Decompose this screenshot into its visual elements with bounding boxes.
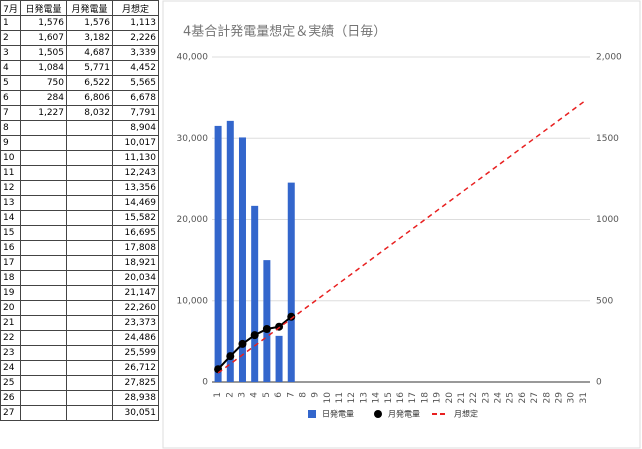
chart-title: 4基合計発電量想定＆実績（日毎）	[183, 24, 386, 40]
x-tick-label: 12	[347, 392, 357, 403]
table-row: 2 1,607 3,182 2,226	[0, 30, 159, 46]
x-tick-label: 31	[579, 392, 589, 403]
legend-label: 月発電量	[388, 410, 420, 419]
x-tick-label: 19	[433, 392, 443, 404]
table-cell: 22,260	[112, 300, 159, 316]
y2-tick-label: 500	[596, 296, 613, 306]
table-row: 23 25,599	[0, 345, 159, 361]
y-tick-label: 10,000	[177, 296, 209, 306]
bar	[226, 120, 234, 383]
table-row: 17 18,921	[0, 255, 159, 271]
bar	[275, 335, 283, 382]
table-row: 21 23,373	[0, 315, 159, 331]
x-tick-label: 30	[567, 392, 577, 404]
x-tick-label: 6	[274, 392, 284, 398]
table-row: 7月 日発電量 月発電量 月想定	[0, 0, 159, 16]
table-row: 7 1,227 8,032 7,791	[0, 105, 159, 121]
bar	[287, 182, 295, 382]
y2-tick-label: 1000	[596, 215, 619, 225]
bar	[263, 260, 271, 382]
legend-swatch	[374, 410, 382, 418]
x-tick-label: 21	[457, 392, 467, 403]
x-tick-label: 22	[469, 392, 479, 403]
x-tick-label: 26	[518, 392, 528, 404]
point	[238, 339, 247, 348]
x-tick-label: 7	[286, 392, 296, 398]
table-row: 11 12,243	[0, 165, 159, 181]
x-tick-label: 17	[408, 392, 418, 403]
legend-label: 日発電量	[322, 410, 354, 419]
x-tick-label: 15	[384, 392, 394, 403]
x-tick-label: 24	[494, 392, 504, 404]
x-tick-label: 11	[335, 392, 345, 403]
table-row: 5 750 6,522 5,565	[0, 75, 159, 91]
dashed-line	[217, 101, 585, 374]
x-tick-label: 23	[481, 392, 491, 403]
x-tick-label: 8	[298, 392, 308, 398]
table-cell: 30,051	[112, 405, 159, 421]
x-tick-label: 25	[506, 392, 516, 403]
y-tick-label: 0	[202, 378, 208, 388]
x-tick-label: 1	[213, 392, 223, 398]
legend-swatch	[308, 410, 316, 418]
table-cell: 27,825	[112, 375, 159, 391]
table-row: 24 26,712	[0, 360, 159, 376]
bar	[251, 205, 259, 382]
x-tick-label: 5	[262, 392, 272, 398]
bar	[238, 137, 246, 382]
table-row: 16 17,808	[0, 240, 159, 256]
legend-label: 月想定	[454, 409, 478, 419]
point	[214, 365, 223, 374]
data-table: 7月 日発電量 月発電量 月想定 1 1,576 1,576 1,113 2 1,607 3,182…	[0, 0, 159, 421]
y2-tick-label: 2,000	[596, 53, 622, 63]
x-tick-label: 9	[311, 392, 321, 398]
table-cell: 5,565	[112, 75, 159, 91]
y2-tick-label: 1500	[596, 134, 619, 144]
x-tick-label: 4	[250, 392, 260, 398]
point	[250, 331, 259, 340]
table-row: 27 30,051	[0, 405, 159, 421]
point	[262, 325, 271, 334]
x-tick-label: 16	[396, 392, 406, 404]
table-row: 20 22,260	[0, 300, 159, 316]
table-row: 25 27,825	[0, 375, 159, 391]
table-row: 4 1,084 5,771 4,452	[0, 60, 159, 76]
y-tick-label: 40,000	[177, 53, 209, 63]
x-tick-label: 2	[225, 392, 235, 398]
y-tick-label: 30,000	[177, 134, 209, 144]
table-row: 22 24,486	[0, 330, 159, 346]
y2-tick-label: 0	[596, 378, 602, 388]
point	[226, 352, 235, 361]
x-tick-label: 13	[359, 392, 369, 403]
x-tick-label: 10	[323, 392, 333, 404]
table-row: 8 8,904	[0, 120, 159, 136]
y-tick-label: 20,000	[177, 215, 209, 225]
chart-frame	[162, 0, 641, 449]
x-tick-label: 18	[420, 392, 430, 404]
x-tick-label: 3	[237, 392, 247, 398]
x-tick-label: 27	[530, 392, 540, 403]
bar	[214, 125, 222, 383]
x-tick-label: 29	[555, 392, 565, 404]
x-tick-label: 14	[372, 392, 382, 404]
point	[287, 312, 296, 321]
x-tick-label: 20	[445, 392, 455, 404]
x-tick-label: 28	[542, 392, 552, 404]
